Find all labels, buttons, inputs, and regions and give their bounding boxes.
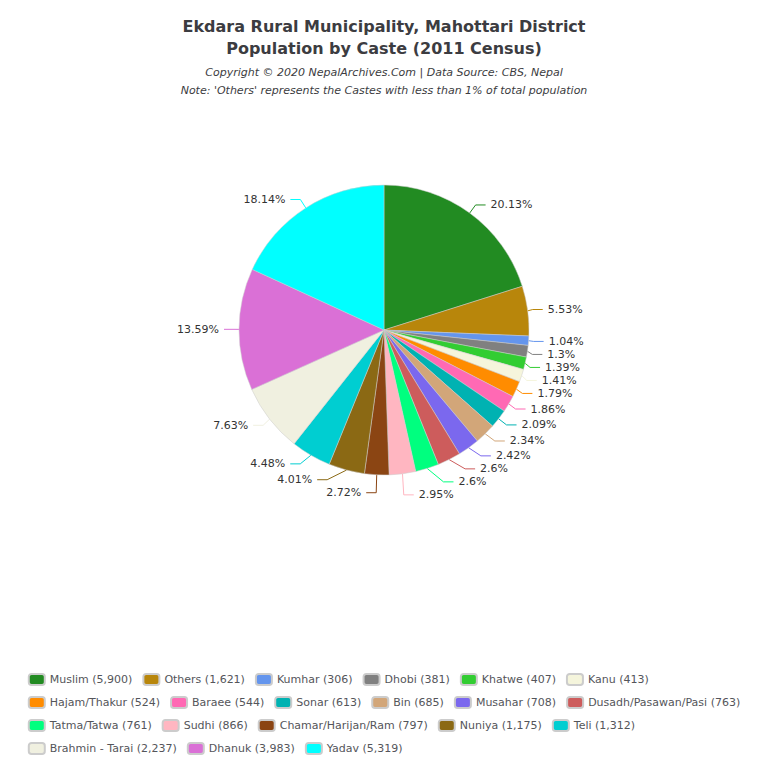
svg-text:2.6%: 2.6%	[480, 462, 508, 475]
svg-text:Dusadh/Pasawan/Pasi (763): Dusadh/Pasawan/Pasi (763)	[588, 696, 740, 709]
svg-text:2.6%: 2.6%	[458, 475, 486, 488]
svg-text:Brahmin - Tarai (2,237): Brahmin - Tarai (2,237)	[50, 742, 177, 755]
svg-text:Teli (1,312): Teli (1,312)	[573, 719, 635, 732]
svg-text:Population by Caste (2011 Cens: Population by Caste (2011 Census)	[226, 39, 542, 58]
svg-text:Yadav (5,319): Yadav (5,319)	[326, 742, 403, 755]
svg-text:Bin (685): Bin (685)	[393, 696, 444, 709]
svg-text:2.34%: 2.34%	[510, 434, 545, 447]
svg-text:18.14%: 18.14%	[243, 193, 285, 206]
svg-text:Musahar (708): Musahar (708)	[476, 696, 556, 709]
svg-text:20.13%: 20.13%	[491, 198, 533, 211]
svg-text:Sonar (613): Sonar (613)	[296, 696, 361, 709]
svg-text:5.53%: 5.53%	[548, 303, 583, 316]
svg-text:1.3%: 1.3%	[547, 348, 575, 361]
svg-text:Kanu (413): Kanu (413)	[588, 673, 649, 686]
svg-text:1.04%: 1.04%	[549, 335, 584, 348]
svg-text:Nuniya (1,175): Nuniya (1,175)	[460, 719, 542, 732]
svg-text:Tatma/Tatwa (761): Tatma/Tatwa (761)	[49, 719, 152, 732]
svg-text:Muslim (5,900): Muslim (5,900)	[50, 673, 133, 686]
svg-text:1.86%: 1.86%	[531, 403, 566, 416]
svg-text:Note: 'Others' represents the: Note: 'Others' represents the Castes wit…	[181, 84, 588, 97]
svg-text:Dhanuk (3,983): Dhanuk (3,983)	[209, 742, 295, 755]
svg-text:Khatwe (407): Khatwe (407)	[482, 673, 556, 686]
svg-text:Chamar/Harijan/Ram (797): Chamar/Harijan/Ram (797)	[280, 719, 428, 732]
svg-text:7.63%: 7.63%	[213, 419, 248, 432]
svg-text:Copyright © 2020 NepalArchives: Copyright © 2020 NepalArchives.Com | Dat…	[205, 66, 562, 79]
svg-text:2.42%: 2.42%	[496, 449, 531, 462]
svg-text:1.41%: 1.41%	[542, 374, 577, 387]
svg-text:2.72%: 2.72%	[326, 486, 361, 499]
svg-text:1.79%: 1.79%	[537, 387, 572, 400]
svg-text:Others (1,621): Others (1,621)	[164, 673, 245, 686]
svg-text:13.59%: 13.59%	[177, 323, 219, 336]
svg-text:Hajam/Thakur (524): Hajam/Thakur (524)	[50, 696, 160, 709]
svg-text:Ekdara Rural Municipality, Mah: Ekdara Rural Municipality, Mahottari Dis…	[183, 17, 586, 36]
svg-text:2.95%: 2.95%	[419, 488, 454, 501]
svg-text:Dhobi (381): Dhobi (381)	[385, 673, 450, 686]
svg-text:Baraee (544): Baraee (544)	[192, 696, 264, 709]
svg-text:4.48%: 4.48%	[250, 457, 285, 470]
svg-text:4.01%: 4.01%	[277, 473, 312, 486]
svg-text:2.09%: 2.09%	[522, 418, 557, 431]
svg-text:Sudhi (866): Sudhi (866)	[184, 719, 248, 732]
svg-text:Kumhar (306): Kumhar (306)	[277, 673, 353, 686]
svg-text:1.39%: 1.39%	[545, 361, 580, 374]
